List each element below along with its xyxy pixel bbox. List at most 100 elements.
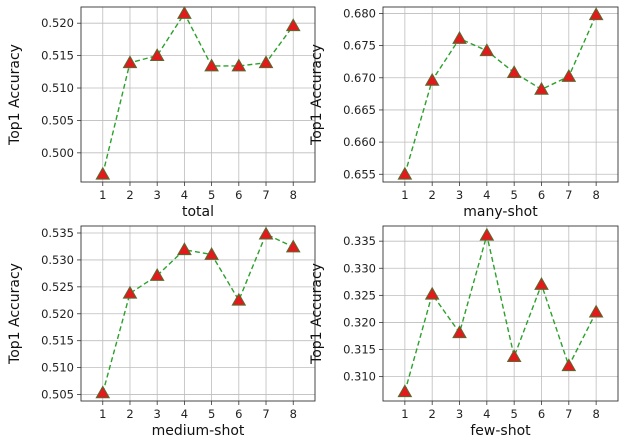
y-tick-label: 0.315 [343,343,376,357]
x-tick-label: 5 [510,407,517,421]
subplot-medium-shot: 1 2 3 4 5 6 7 8 0.505 0.510 0.515 0.520 0.525 0.530 0.… [7,225,316,439]
y-tick-label: 0.335 [343,234,376,248]
data-point-marker [204,58,219,72]
x-axis-label: few-shot [470,423,531,439]
data-point-marker [588,7,604,21]
y-tick-label: 0.320 [343,315,376,329]
x-tick-label: 1 [99,407,106,421]
y-tick-label: 0.530 [41,253,74,267]
x-tick-label: 3 [456,188,463,202]
data-point-marker [258,226,274,240]
data-point-marker [424,72,440,86]
data-point-marker [95,166,111,180]
data-point-marker [506,349,522,362]
data-point-marker [479,43,495,57]
data-point-marker [285,239,301,253]
x-tick-label: 8 [592,188,599,202]
x-tick-label: 7 [262,407,269,421]
x-tick-label: 6 [235,188,242,202]
x-tick-label: 2 [126,407,133,421]
data-point-marker [534,81,549,95]
x-tick-label: 4 [483,188,490,202]
x-tick-label: 3 [456,407,463,421]
data-point-marker [479,227,495,241]
x-tick-label: 8 [592,407,599,421]
y-tick-label: 0.325 [343,288,376,302]
x-axis-label: medium-shot [152,423,245,439]
x-tick-label: 3 [154,407,161,421]
x-tick-label: 5 [208,188,215,202]
data-point-marker [177,5,192,19]
data-point-marker [122,55,138,69]
x-tick-label: 6 [235,407,242,421]
x-tick-label: 2 [429,407,436,421]
x-tick-label: 5 [208,407,215,421]
data-point-marker [397,384,413,398]
y-tick-label: 0.505 [41,113,74,127]
y-tick-label: 0.510 [41,361,74,375]
data-point-marker [122,285,138,299]
y-tick-label: 0.655 [343,167,376,181]
data-point-marker [506,65,522,78]
data-point-marker [452,325,467,339]
x-tick-label: 1 [401,407,408,421]
series-line-medium-shot [102,233,294,394]
x-tick-label: 3 [154,188,161,202]
x-axis-label: total [182,204,214,220]
plot-frame [80,225,316,402]
x-tick-label: 7 [262,188,269,202]
y-axis-label: Top1 Accuracy [309,44,325,146]
y-tick-label: 0.525 [41,280,74,294]
y-tick-label: 0.515 [41,334,74,348]
x-tick-label: 7 [565,407,572,421]
x-tick-label: 4 [181,188,188,202]
x-tick-label: 5 [510,188,517,202]
y-tick-label: 0.520 [41,16,74,30]
series-line-total [102,12,294,175]
x-tick-label: 1 [99,188,106,202]
y-axis-label: Top1 Accuracy [309,263,325,365]
y-tick-label: 0.330 [343,261,376,275]
x-tick-label: 4 [483,407,490,421]
y-tick-label: 0.310 [343,370,376,384]
y-tick-label: 0.500 [41,146,74,160]
y-tick-label: 0.505 [41,388,74,402]
y-tick-label: 0.535 [41,226,74,240]
y-tick-label: 0.675 [343,39,376,53]
data-point-marker [424,286,440,300]
data-point-marker [285,18,301,32]
y-tick-label: 0.665 [343,103,376,117]
x-tick-label: 7 [565,188,572,202]
data-point-marker [95,385,111,399]
y-tick-label: 0.515 [41,49,74,63]
x-tick-label: 6 [538,188,545,202]
plot-frame [382,225,619,402]
subplot-total: 1 2 3 4 5 6 7 8 0.500 0.505 0.510 0.515 0.520 total To… [7,5,316,220]
data-point-marker [258,55,274,69]
x-axis-label: many-shot [463,204,538,220]
subplot-few-shot: 1 2 3 4 5 6 7 8 0.310 0.315 0.320 0.325 0.330 0.335 fe… [309,225,619,439]
x-tick-label: 1 [401,188,408,202]
data-point-marker [588,304,604,318]
data-point-marker [534,277,549,290]
x-tick-label: 8 [290,407,297,421]
x-tick-label: 2 [126,188,133,202]
plot-frame [80,6,316,183]
y-tick-label: 0.660 [343,135,376,149]
data-point-marker [561,358,577,372]
x-tick-label: 2 [429,188,436,202]
data-point-marker [452,31,467,44]
y-axis-label: Top1 Accuracy [7,44,23,146]
x-tick-label: 8 [290,188,297,202]
y-tick-label: 0.510 [41,81,74,95]
data-point-marker [397,166,413,180]
data-point-marker [149,268,165,281]
series-line-many-shot [404,14,597,175]
data-point-marker [231,58,247,72]
y-tick-label: 0.680 [343,6,376,20]
data-point-marker [204,247,219,260]
x-tick-label: 6 [538,407,545,421]
y-tick-label: 0.670 [343,71,376,85]
y-axis-label: Top1 Accuracy [7,263,23,365]
